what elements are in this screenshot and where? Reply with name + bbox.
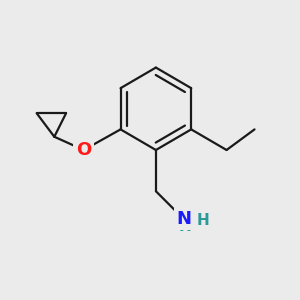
Text: H: H — [179, 219, 192, 234]
Text: O: O — [76, 141, 92, 159]
Text: N: N — [176, 210, 191, 228]
Text: H: H — [196, 213, 209, 228]
